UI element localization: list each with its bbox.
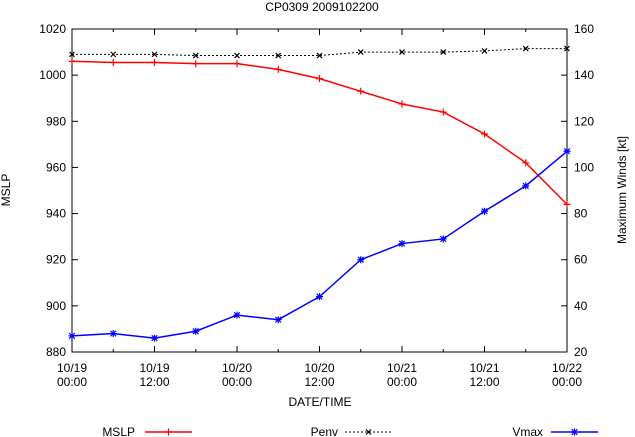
data-point-mslp [192,60,200,68]
data-point-vmax [481,207,488,215]
series-mslp [68,57,571,208]
data-point-penv [151,51,158,58]
x-tick-label: 10/19 [57,361,87,375]
series-penv [69,45,570,59]
x-tick-label: 12:00 [304,375,334,389]
x-tick-label: 00:00 [57,375,87,389]
data-point-vmax [68,332,76,340]
legend-label: Penv [311,425,338,437]
series-line-vmax [71,150,568,339]
data-point-mslp [398,100,406,108]
data-point-vmax [563,147,571,155]
chart-title: CP0309 2009102200 [265,0,379,14]
left-tick-label: 900 [46,299,66,313]
x-tick-label: 10/21 [387,361,417,375]
data-point-penv [357,49,364,55]
x-tick-label: 12:00 [139,375,169,389]
y-axis-label-right: Maximum Winds [kt] [615,136,629,244]
data-point-penv [564,45,570,52]
x-tick-label: 00:00 [387,375,417,389]
data-point-penv [69,51,75,58]
left-tick-label: 880 [46,345,66,359]
left-tick-label: 1000 [39,68,66,82]
data-point-mslp [151,58,158,66]
data-point-vmax [274,316,282,324]
x-tick-label: 10/20 [222,361,252,375]
data-point-vmax [192,327,200,335]
legend-label: Vmax [512,425,543,437]
data-point-penv [275,52,282,59]
right-tick-label: 160 [574,22,594,36]
legend-item-vmax: Vmax [512,425,598,437]
x-tick-label: 10/21 [469,361,499,375]
legend: MSLP Penv Vmax [102,425,598,437]
data-point-penv [110,51,117,58]
legend-label: MSLP [102,425,135,437]
data-point-vmax [357,256,365,264]
legend-marker [571,428,578,436]
left-tick-label: 940 [46,207,66,221]
legend-item-mslp: MSLP [102,425,192,437]
right-axis: 20 40 60 80 100 120 140 160 [561,22,594,359]
legend-item-penv: Penv [311,425,392,437]
left-tick-label: 920 [46,253,66,267]
data-point-penv [440,49,447,55]
x-axis: 10/1900:0010/1912:0010/2000:0010/2012:00… [57,29,582,389]
data-point-vmax [109,330,117,338]
data-point-vmax [439,235,447,243]
data-point-penv [399,49,405,55]
right-tick-label: 120 [574,114,594,128]
left-tick-label: 960 [46,160,66,174]
right-tick-label: 40 [574,299,588,313]
x-axis-label: DATE/TIME [288,395,351,409]
x-tick-label: 10/22 [552,361,582,375]
series-vmax [68,147,571,342]
data-point-vmax [316,293,323,301]
data-point-penv [522,45,529,52]
y-axis-label-left: MSLP [0,174,13,207]
series-line-mslp [71,60,568,205]
right-tick-label: 80 [574,207,588,221]
data-point-mslp [274,65,282,73]
x-tick-label: 00:00 [552,375,582,389]
data-point-mslp [68,57,76,65]
data-point-mslp [357,87,365,95]
data-point-vmax [398,240,406,248]
series-layer [68,45,571,342]
data-point-penv [192,52,199,59]
left-tick-label: 1020 [39,22,66,36]
right-tick-label: 20 [574,345,588,359]
x-tick-label: 00:00 [222,375,252,389]
x-tick-label: 12:00 [469,375,499,389]
data-point-penv [481,47,488,54]
left-axis: 880 900 920 940 960 980 1000 1020 [39,22,78,359]
legend-marker [165,428,172,436]
data-point-vmax [522,182,530,190]
x-tick-label: 10/20 [304,361,334,375]
data-point-penv [234,52,240,59]
series-line-penv [72,48,567,57]
data-point-vmax [233,311,241,319]
data-point-mslp [522,159,530,167]
data-point-mslp [481,130,488,138]
x-tick-label: 10/19 [139,361,169,375]
right-tick-label: 140 [574,68,594,82]
legend-marker [365,429,372,435]
right-tick-label: 100 [574,160,594,174]
data-point-mslp [109,58,117,66]
data-point-mslp [563,200,571,208]
data-point-mslp [316,75,323,83]
left-tick-label: 980 [46,114,66,128]
right-tick-label: 60 [574,253,588,267]
data-point-mslp [439,108,447,116]
data-point-mslp [233,60,241,68]
data-point-penv [316,52,323,59]
data-point-vmax [151,334,158,342]
